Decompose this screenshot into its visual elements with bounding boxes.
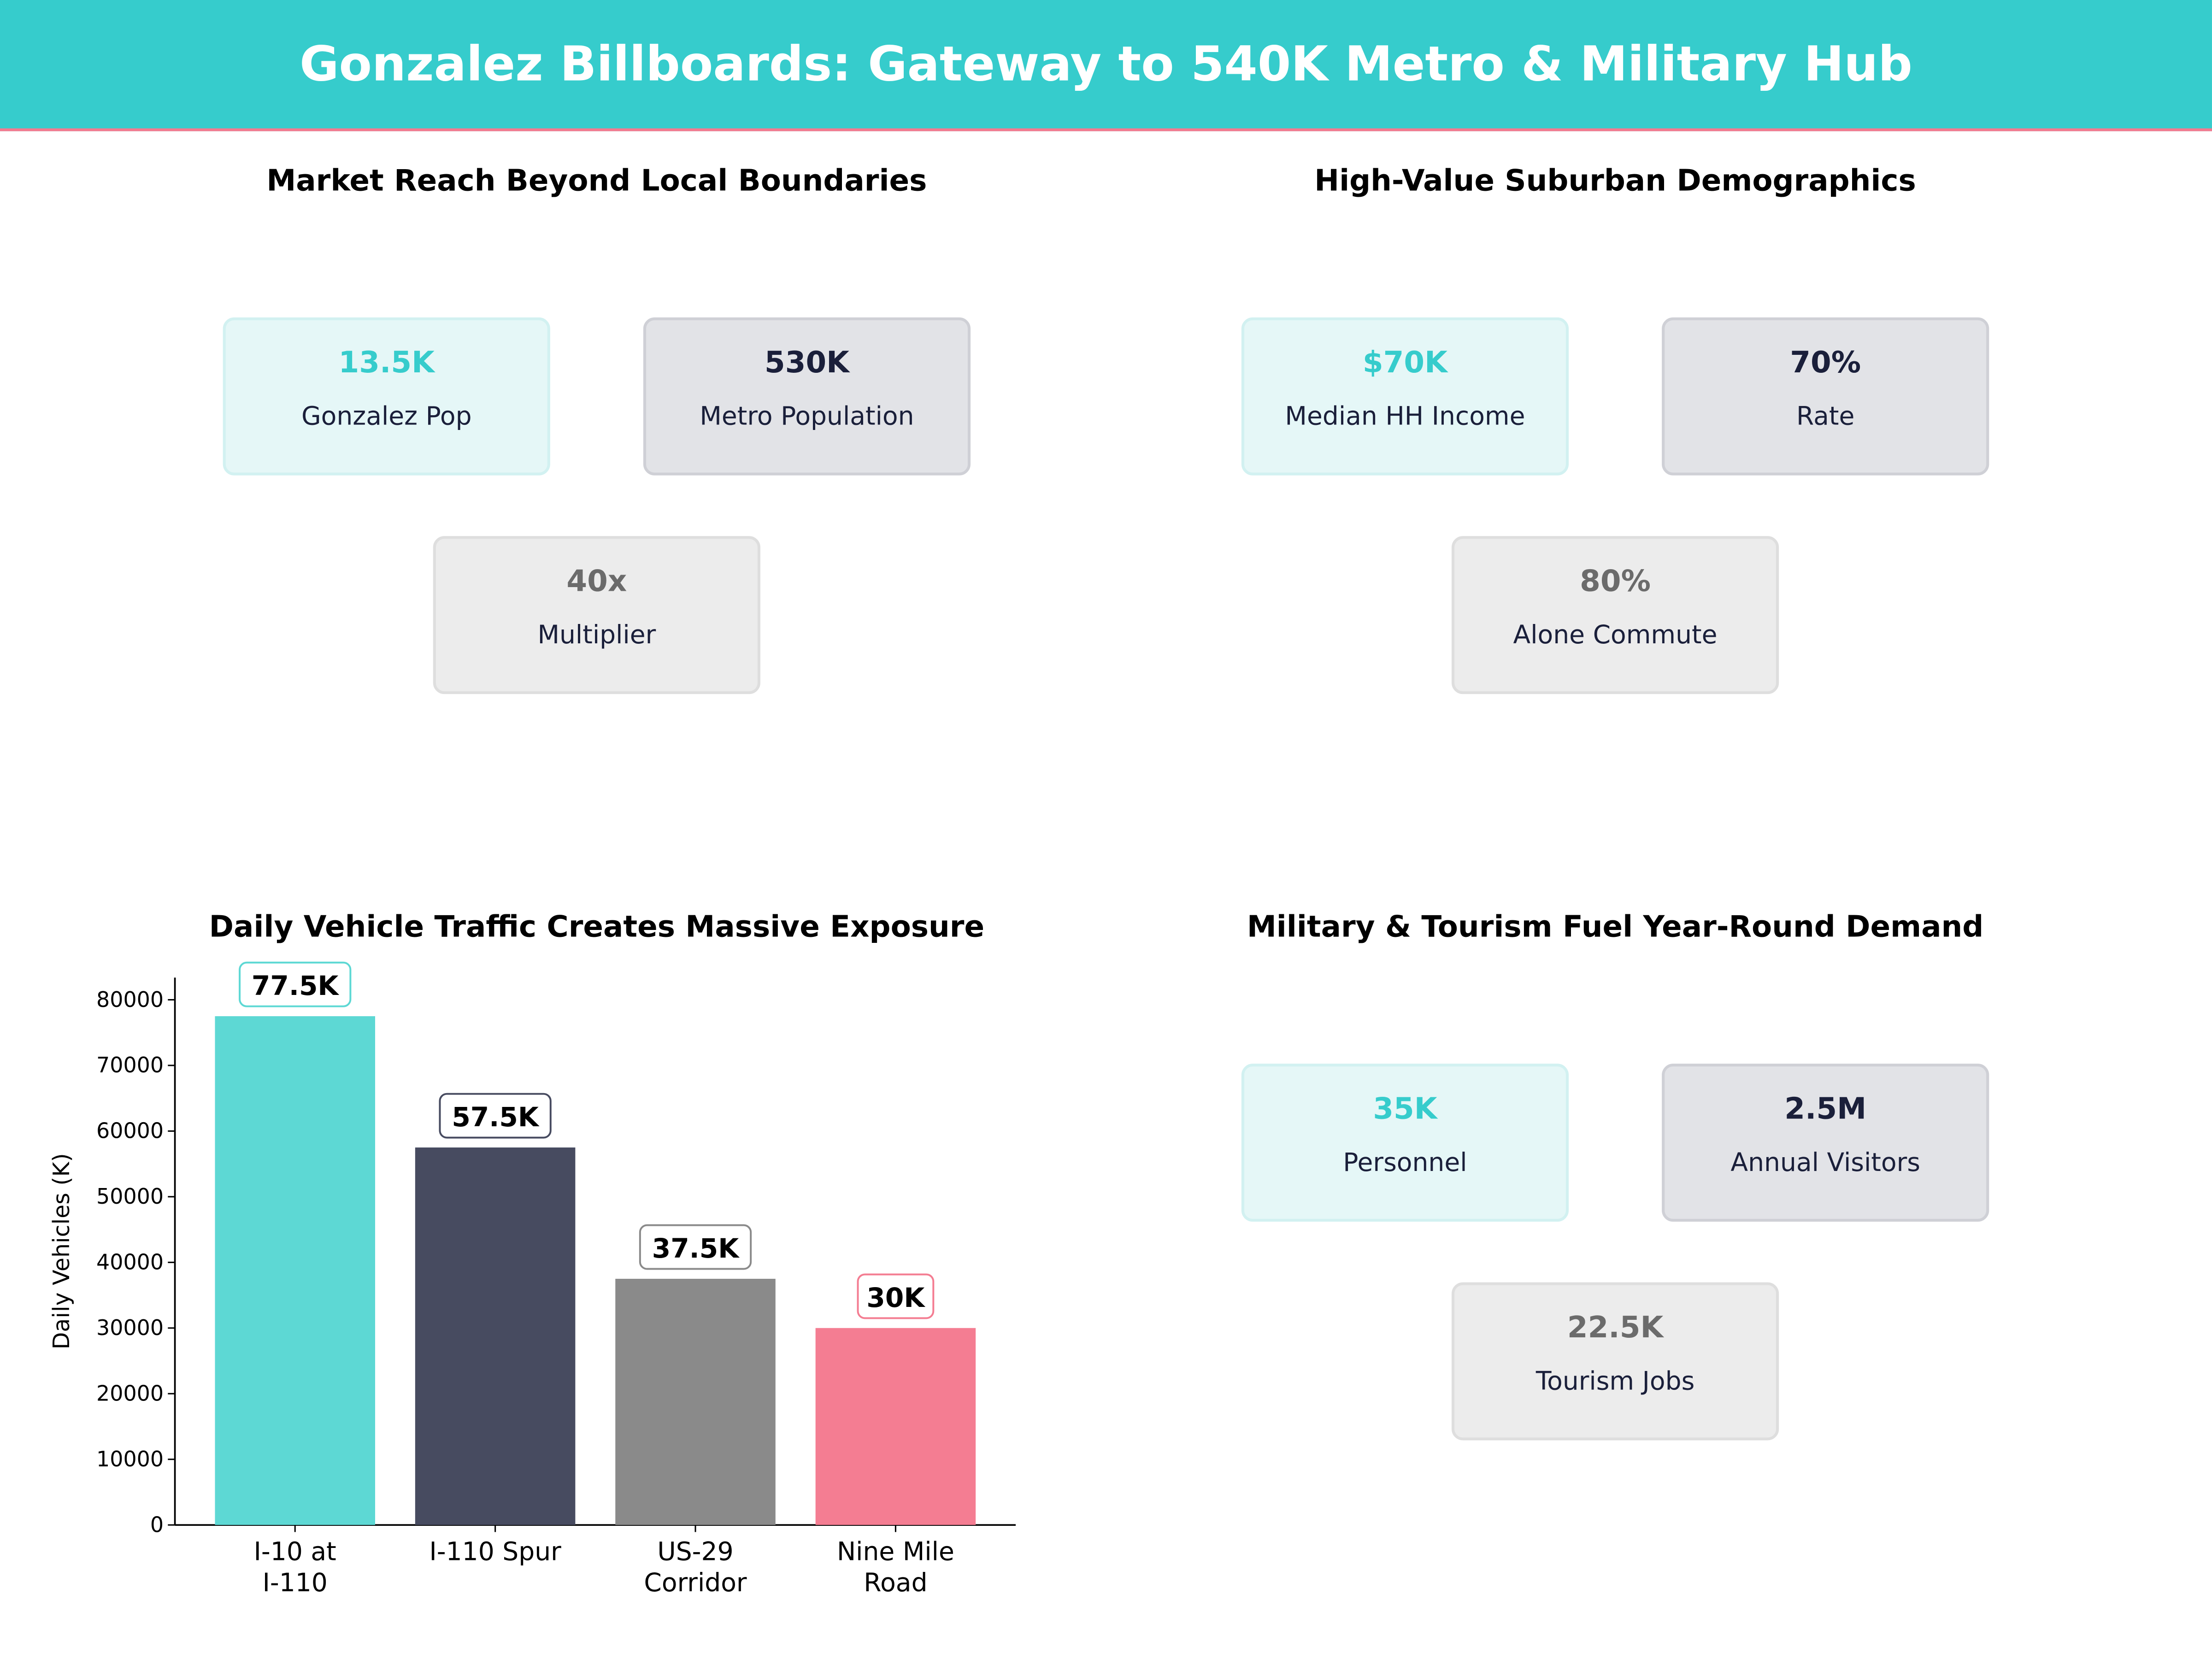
kpi-card-median-income: $70K Median HH Income	[1241, 317, 1569, 476]
kpi-label: Median HH Income	[1285, 402, 1525, 432]
y-tick-label: 10000	[96, 1447, 164, 1471]
kpi-value: 35K	[1373, 1092, 1437, 1126]
y-tick-label: 20000	[96, 1381, 164, 1406]
data-label: 37.5K	[652, 1233, 740, 1264]
kpi-card-personnel: 35K Personnel	[1241, 1064, 1569, 1222]
y-tick-label: 30000	[96, 1315, 164, 1340]
kpi-card-tourism-jobs: 22.5K Tourism Jobs	[1451, 1282, 1779, 1441]
military-panel-title: Military & Tourism Fuel Year-Round Deman…	[1247, 910, 1984, 944]
x-tick-label: Corridor	[644, 1568, 747, 1597]
kpi-value: 70%	[1790, 345, 1861, 380]
chart-title: Daily Vehicle Traffic Creates Massive Ex…	[209, 910, 985, 944]
x-tick-label: I-10 at	[254, 1537, 336, 1566]
x-tick-label: US-29	[657, 1537, 733, 1566]
kpi-label: Annual Visitors	[1730, 1148, 1920, 1178]
bar	[215, 1016, 375, 1525]
demographics-panel-title: High-Value Suburban Demographics	[1314, 164, 1916, 198]
kpi-card-multiplier: 40x Multiplier	[433, 536, 760, 694]
kpi-value: 80%	[1580, 564, 1651, 598]
kpi-label: Multiplier	[537, 620, 656, 651]
kpi-value: 22.5K	[1567, 1310, 1664, 1345]
data-label: 57.5K	[452, 1101, 539, 1133]
x-tick-label: Road	[864, 1568, 927, 1597]
y-tick-label: 60000	[96, 1118, 164, 1143]
kpi-label: Rate	[1796, 402, 1855, 432]
kpi-value: 13.5K	[338, 345, 435, 380]
kpi-label: Alone Commute	[1513, 620, 1718, 651]
data-label: 77.5K	[252, 970, 339, 1001]
kpi-card-rate: 70% Rate	[1662, 317, 1989, 476]
y-axis-label: Daily Vehicles (K)	[48, 1153, 75, 1349]
x-tick-label: I-110	[263, 1568, 328, 1597]
y-tick-label: 80000	[96, 987, 164, 1012]
kpi-value: $70K	[1362, 345, 1447, 380]
bar	[415, 1147, 576, 1525]
data-label-box	[639, 1224, 752, 1270]
data-label-box	[857, 1273, 935, 1319]
kpi-value: 530K	[764, 345, 849, 380]
kpi-value: 2.5M	[1784, 1092, 1867, 1126]
data-label: 30K	[866, 1282, 925, 1313]
kpi-card-metro-population: 530K Metro Population	[643, 317, 971, 476]
x-tick-label: I-110 Spur	[429, 1537, 561, 1566]
bar	[615, 1278, 776, 1525]
kpi-value: 40x	[566, 564, 627, 598]
data-label-box	[239, 961, 352, 1007]
kpi-card-annual-visitors: 2.5M Annual Visitors	[1662, 1064, 1989, 1222]
y-tick-label: 0	[150, 1512, 164, 1537]
x-tick-label: Nine Mile	[837, 1537, 954, 1566]
y-tick-label: 70000	[96, 1053, 164, 1077]
kpi-label: Tourism Jobs	[1535, 1367, 1695, 1397]
page-title: Gonzalez Billboards: Gateway to 540K Met…	[300, 36, 1912, 93]
kpi-card-gonzalez-pop: 13.5K Gonzalez Pop	[223, 317, 550, 476]
market-panel-title: Market Reach Beyond Local Boundaries	[266, 164, 927, 198]
kpi-label: Metro Population	[700, 402, 914, 432]
kpi-label: Gonzalez Pop	[301, 402, 472, 432]
y-tick-label: 40000	[96, 1250, 164, 1275]
header-banner: Gonzalez Billboards: Gateway to 540K Met…	[0, 0, 2212, 131]
y-tick-label: 50000	[96, 1184, 164, 1209]
kpi-label: Personnel	[1343, 1148, 1467, 1178]
kpi-card-alone-commute: 80% Alone Commute	[1451, 536, 1779, 694]
bar	[815, 1328, 976, 1525]
data-label-box	[439, 1093, 552, 1139]
